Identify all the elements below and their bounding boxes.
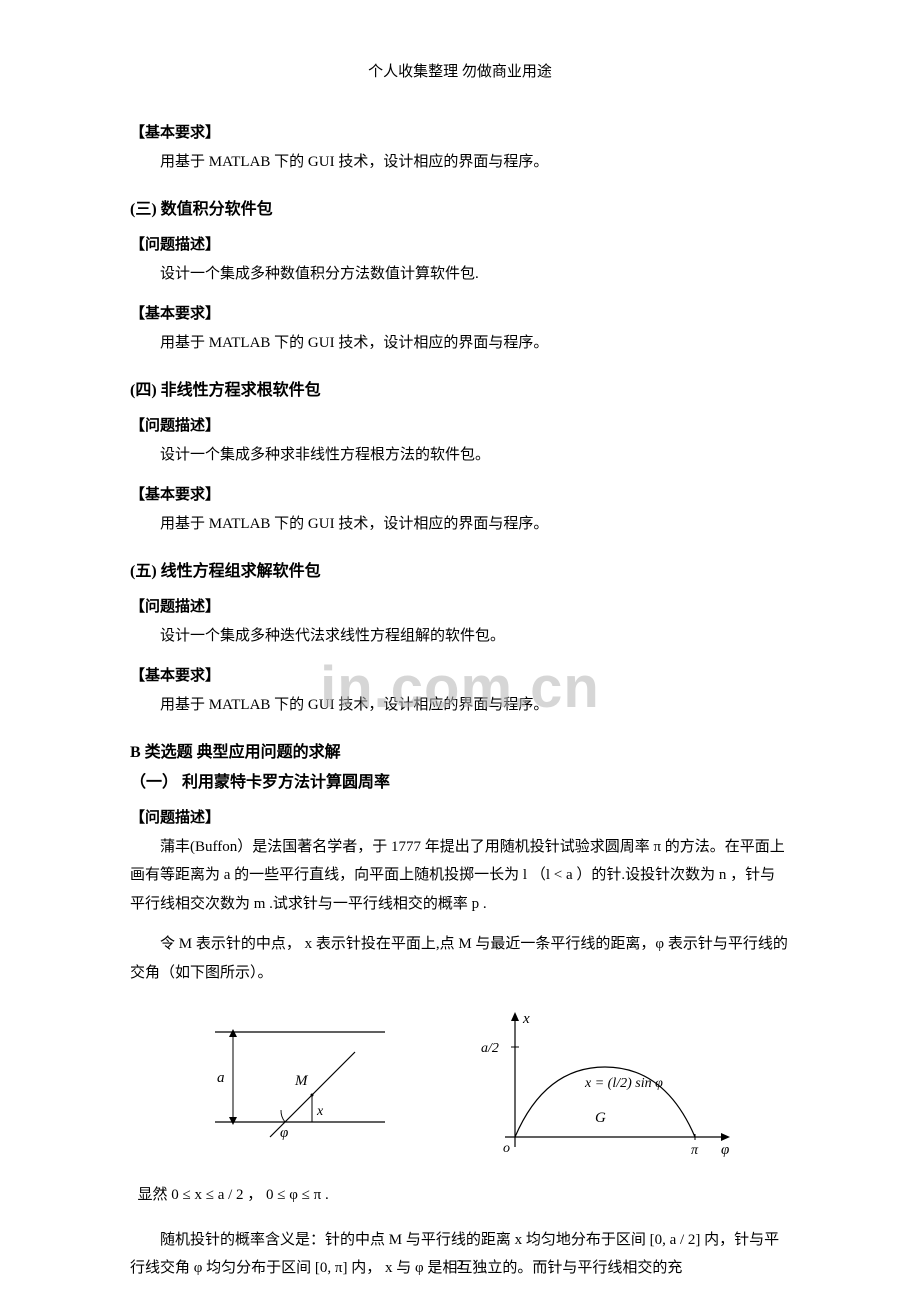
sec4-req-label: 【基本要求】: [130, 483, 790, 504]
b1-problem-label: 【问题描述】: [130, 806, 790, 827]
b-category-title: B 类选题 典型应用问题的求解: [130, 738, 790, 762]
right-diagram: x a/2 x = (l/2) sin φ G o π φ: [475, 1007, 735, 1167]
b1-subtitle: （一） 利用蒙特卡罗方法计算圆周率: [130, 768, 790, 792]
sec4-problem-text: 设计一个集成多种求非线性方程根方法的软件包。: [130, 441, 790, 470]
label-phi: φ: [280, 1125, 288, 1141]
label-G: G: [595, 1110, 606, 1126]
section-4-title: (四) 非线性方程求根软件包: [130, 376, 790, 400]
sec3-req-text: 用基于 MATLAB 下的 GUI 技术，设计相应的界面与程序。: [130, 329, 790, 358]
sec5-problem-label: 【问题描述】: [130, 595, 790, 616]
sec4-problem-label: 【问题描述】: [130, 414, 790, 435]
basic-req-text-0: 用基于 MATLAB 下的 GUI 技术，设计相应的界面与程序。: [130, 148, 790, 177]
b1-para-1: 蒲丰(Buffon）是法国著名学者，于 1777 年提出了用随机投针试验求圆周率…: [130, 833, 790, 919]
section-3-title: (三) 数值积分软件包: [130, 195, 790, 219]
label-curve: x = (l/2) sin φ: [584, 1076, 663, 1091]
figure-row: a M x φ x a/2 x = (l/2) sin φ G o π φ: [130, 1007, 790, 1167]
sec5-problem-text: 设计一个集成多种迭代法求线性方程组解的软件包。: [130, 622, 790, 651]
label-M: M: [294, 1073, 309, 1089]
basic-req-label-0: 【基本要求】: [130, 121, 790, 142]
sec3-problem-label: 【问题描述】: [130, 233, 790, 254]
b1-para-2: 令 M 表示针的中点， x 表示针投在平面上,点 M 与最近一条平行线的距离，φ…: [130, 930, 790, 987]
sec5-req-label: 【基本要求】: [130, 664, 790, 685]
label-origin: o: [503, 1141, 510, 1156]
sec3-problem-text: 设计一个集成多种数值积分方法数值计算软件包.: [130, 260, 790, 289]
left-diagram: a M x φ: [185, 1007, 395, 1157]
sec4-req-text: 用基于 MATLAB 下的 GUI 技术，设计相应的界面与程序。: [130, 510, 790, 539]
section-5-title: (五) 线性方程组求解软件包: [130, 557, 790, 581]
page-number: 2: [457, 1258, 464, 1274]
label-pi: π: [691, 1143, 699, 1158]
page-header: 个人收集整理 勿做商业用途: [130, 60, 790, 81]
label-a: a: [217, 1070, 225, 1086]
sec5-req-text: 用基于 MATLAB 下的 GUI 技术，设计相应的界面与程序。: [130, 691, 790, 720]
sec3-req-label: 【基本要求】: [130, 302, 790, 323]
label-phivar: φ: [721, 1142, 729, 1158]
label-a2: a/2: [481, 1041, 499, 1056]
b1-para-3: 显然 0 ≤ x ≤ a / 2 ， 0 ≤ φ ≤ π .: [130, 1181, 790, 1210]
label-xvar: x: [522, 1011, 530, 1027]
label-x: x: [316, 1104, 324, 1119]
